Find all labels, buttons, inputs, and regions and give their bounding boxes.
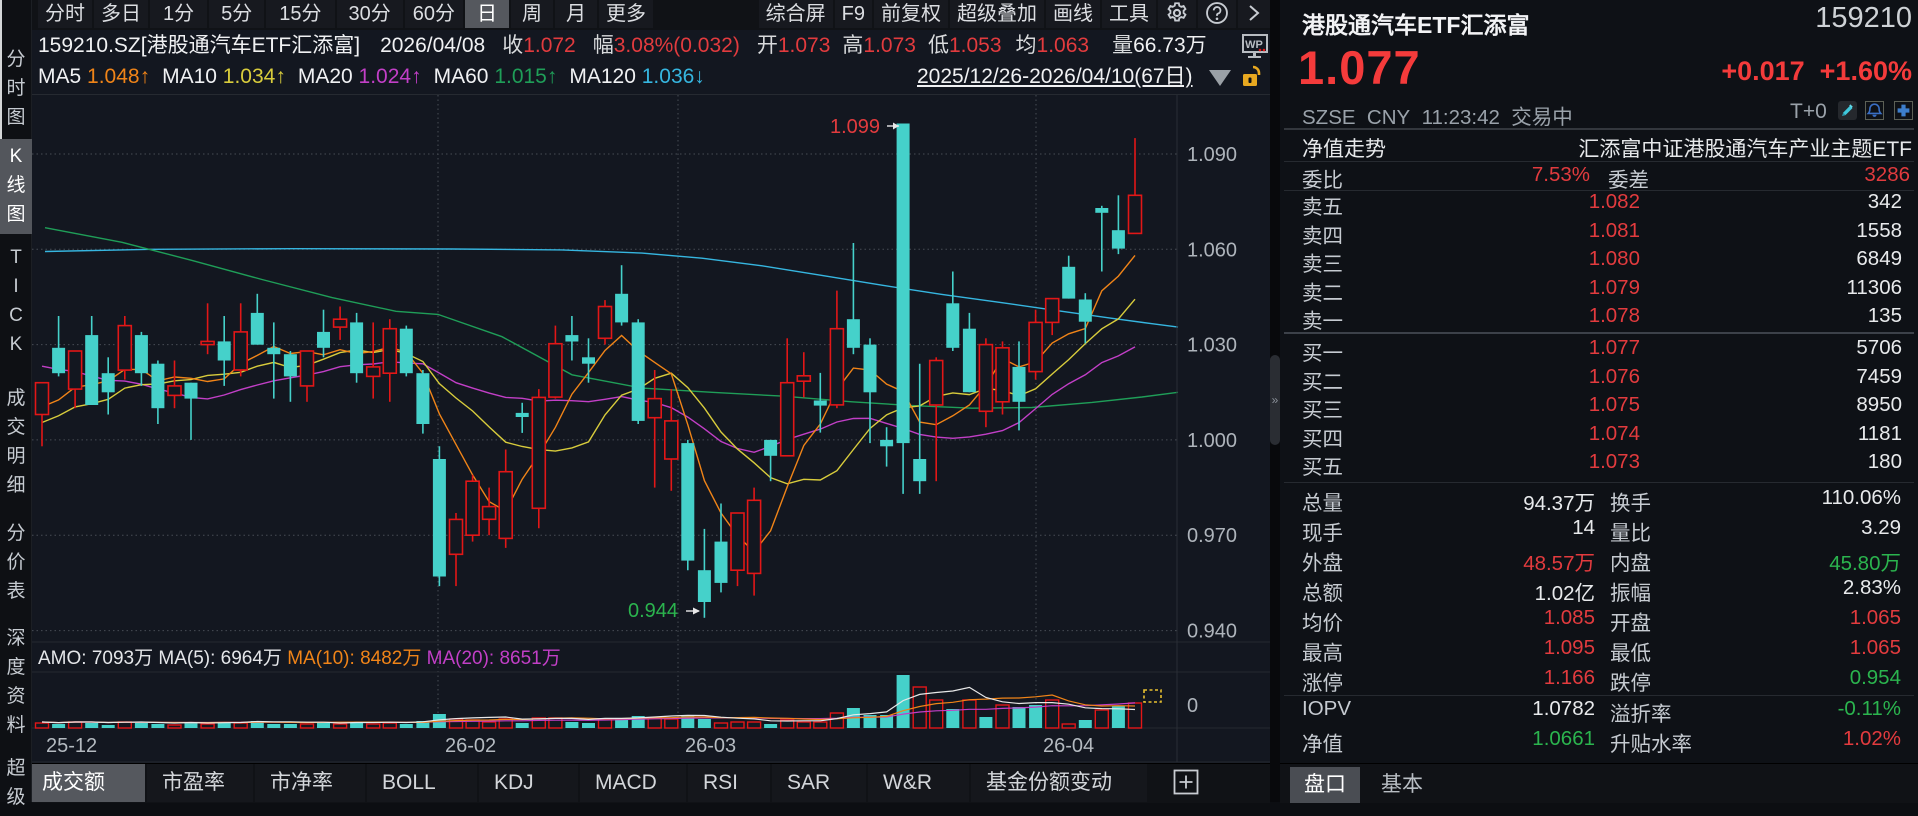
svg-text:26-02: 26-02 [445, 735, 496, 757]
svg-text:1.000: 1.000 [1187, 430, 1237, 452]
svg-text:1.060: 1.060 [1187, 239, 1237, 261]
svg-text:1.099: 1.099 [830, 116, 880, 138]
svg-text:AMO: 7093万 MA(5): 6964万 MA(1: AMO: 7093万 MA(5): 6964万 MA(10): 8482万 MA… [38, 648, 561, 669]
svg-text:1.030: 1.030 [1187, 335, 1237, 357]
svg-text:26-03: 26-03 [685, 735, 736, 757]
svg-text:WP: WP [1245, 39, 1263, 51]
svg-text:25-12: 25-12 [46, 735, 97, 757]
svg-text:0.940: 0.940 [1187, 621, 1237, 643]
svg-text:0: 0 [1187, 695, 1198, 717]
svg-text:26-04: 26-04 [1043, 735, 1094, 757]
svg-text:1.090: 1.090 [1187, 144, 1237, 166]
svg-text:0.944: 0.944 [628, 600, 678, 622]
svg-text:0.970: 0.970 [1187, 525, 1237, 547]
